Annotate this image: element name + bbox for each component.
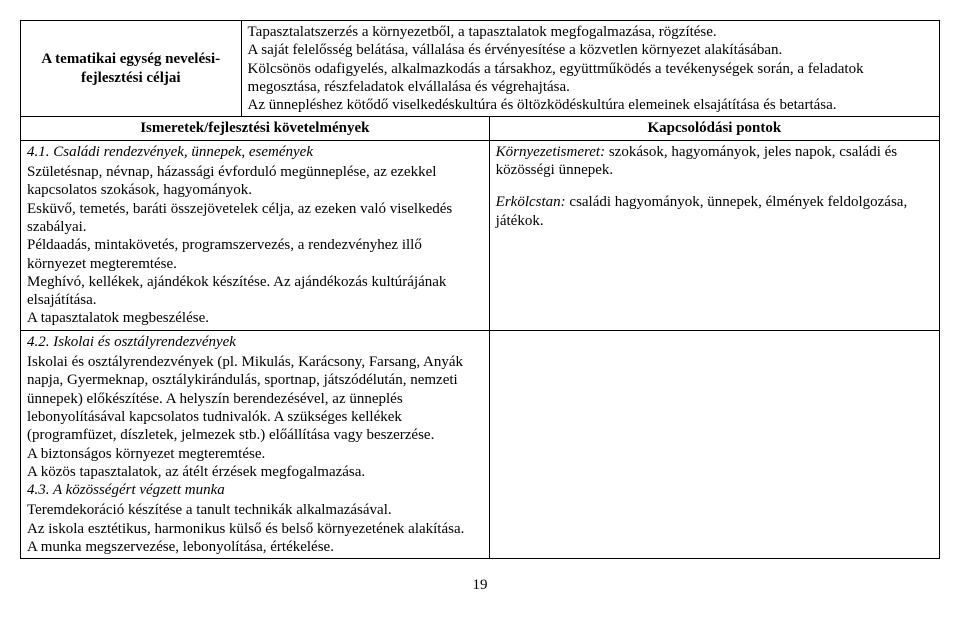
page-number: 19 <box>20 577 940 594</box>
objectives-header-text: A tematikai egység nevelési- fejlesztési… <box>41 51 220 85</box>
section-4-2-3-cell: 4.2. Iskolai és osztályrendezvények Isko… <box>21 330 490 559</box>
requirements-header: Ismeretek/fejlesztési követelmények <box>21 117 490 140</box>
section-4-2-body: Iskolai és osztályrendezvények (pl. Miku… <box>27 354 463 480</box>
section-4-1-body: Születésnap, névnap, házassági évforduló… <box>27 164 452 326</box>
connections-empty-cell <box>489 330 939 559</box>
connections-header: Kapcsolódási pontok <box>489 117 939 140</box>
objectives-body-cell: Tapasztalatszerzés a környezetből, a tap… <box>241 21 939 117</box>
objectives-header: A tematikai egység nevelési- fejlesztési… <box>21 21 242 117</box>
connections-cell: Környezetismeret: szokások, hagyományok,… <box>489 140 939 330</box>
requirements-header-text: Ismeretek/fejlesztési követelmények <box>140 120 369 136</box>
conn-env-label: Környezetismeret: <box>496 144 605 160</box>
section-4-3-title: 4.3. A közösségért végzett munka <box>27 482 225 498</box>
connections-header-text: Kapcsolódási pontok <box>647 120 781 136</box>
section-4-1-cell: 4.1. Családi rendezvények, ünnepek, esem… <box>21 140 490 330</box>
section-4-2-title: 4.2. Iskolai és osztályrendezvények <box>27 334 236 350</box>
section-4-3-body: Teremdekoráció készítése a tanult techni… <box>27 502 464 555</box>
objectives-body-text: Tapasztalatszerzés a környezetből, a tap… <box>248 24 864 113</box>
conn-ethics-label: Erkölcstan: <box>496 194 566 210</box>
curriculum-table: A tematikai egység nevelési- fejlesztési… <box>20 20 940 559</box>
section-4-1-title: 4.1. Családi rendezvények, ünnepek, esem… <box>27 144 313 160</box>
